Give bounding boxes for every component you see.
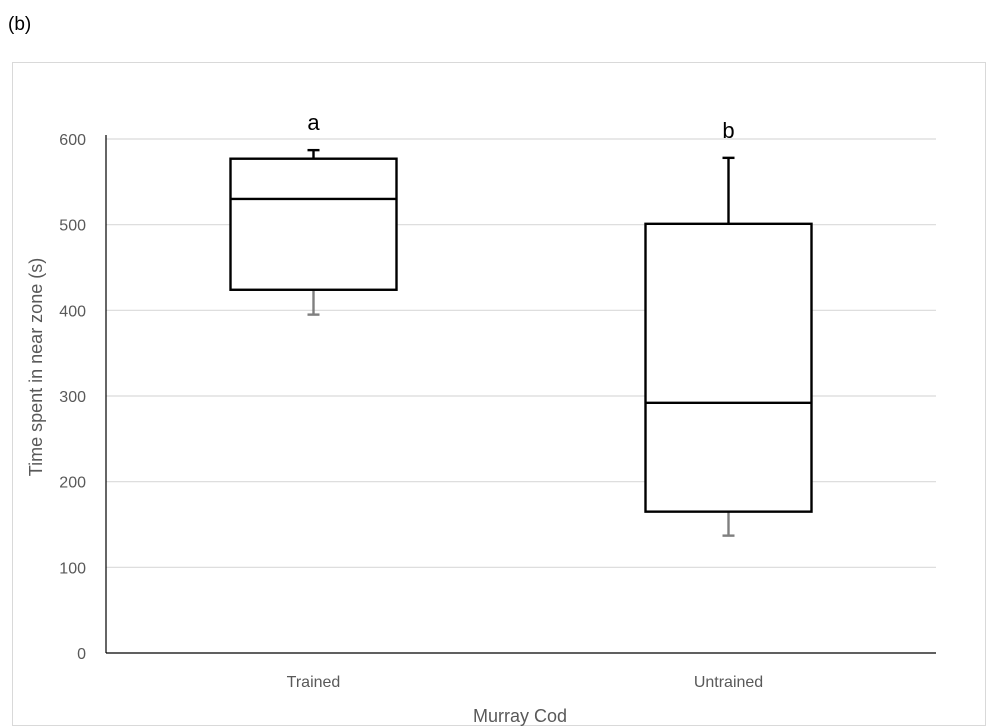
chart-frame: [12, 62, 986, 726]
y-tick-label: 100: [59, 560, 86, 577]
x-tick-label: Trained: [287, 674, 341, 691]
y-tick-label: 0: [77, 646, 86, 663]
box-group-untrained: b: [644, 118, 813, 537]
y-tick-label: 300: [59, 389, 86, 406]
x-axis-title: Murray Cod: [473, 706, 567, 726]
y-tick-label: 200: [59, 475, 86, 492]
x-tick-label: Untrained: [694, 674, 763, 691]
gridlines: [106, 138, 936, 568]
box-iqr: [644, 222, 813, 513]
y-axis-title: Time spent in near zone (s): [26, 258, 46, 476]
panel-label: (b): [8, 14, 32, 35]
box-iqr: [229, 157, 398, 291]
y-tick-label: 400: [59, 303, 86, 320]
y-tick-label: 600: [59, 132, 86, 149]
y-tick-label: 500: [59, 218, 86, 235]
box-group-trained: a: [229, 110, 398, 316]
significance-label: a: [307, 110, 320, 135]
significance-label: b: [722, 118, 734, 143]
axes: 0 100 200 300 400 500 600 Trained Untrained: [59, 132, 936, 691]
